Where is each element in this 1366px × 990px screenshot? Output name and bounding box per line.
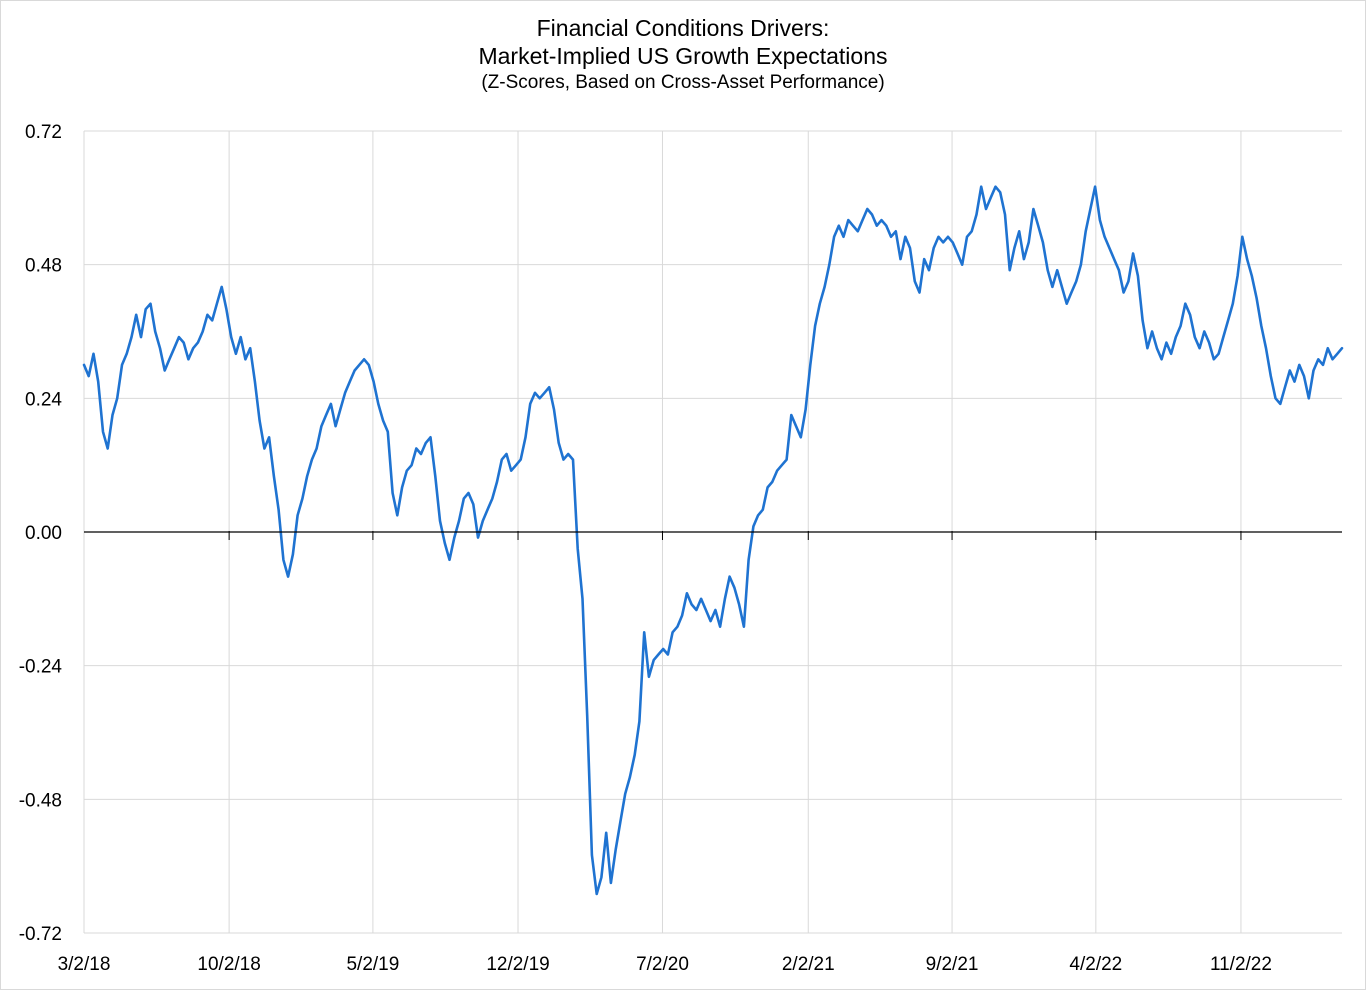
x-tick-label: 3/2/18 [58,954,111,975]
chart-title: Financial Conditions Drivers: [536,15,830,41]
x-tick-label: 4/2/22 [1069,954,1122,975]
y-tick-label: -0.48 [19,790,62,811]
x-tick-label: 2/2/21 [782,954,835,975]
y-tick-label: -0.72 [19,924,62,945]
x-tick-label: 11/2/22 [1210,954,1272,975]
y-tick-label: 0.24 [25,389,62,410]
x-tick-label: 12/2/19 [486,954,549,975]
x-tick-label: 7/2/20 [636,954,689,975]
y-tick-label: 0.72 [25,122,62,143]
x-tick-label: 9/2/21 [926,954,979,975]
chart-subtitle: Market-Implied US Growth Expectations [478,43,888,69]
y-tick-label: 0.00 [25,523,62,544]
chart-titles: Financial Conditions Drivers: Market-Imp… [0,14,1366,96]
chart-subtitle-2: (Z-Scores, Based on Cross-Asset Performa… [481,72,885,93]
x-tick-label: 5/2/19 [346,954,399,975]
y-tick-label: 0.48 [25,256,62,277]
series-line [82,185,1344,896]
y-tick-label: -0.24 [19,657,63,678]
x-tick-label: 10/2/18 [197,954,260,975]
